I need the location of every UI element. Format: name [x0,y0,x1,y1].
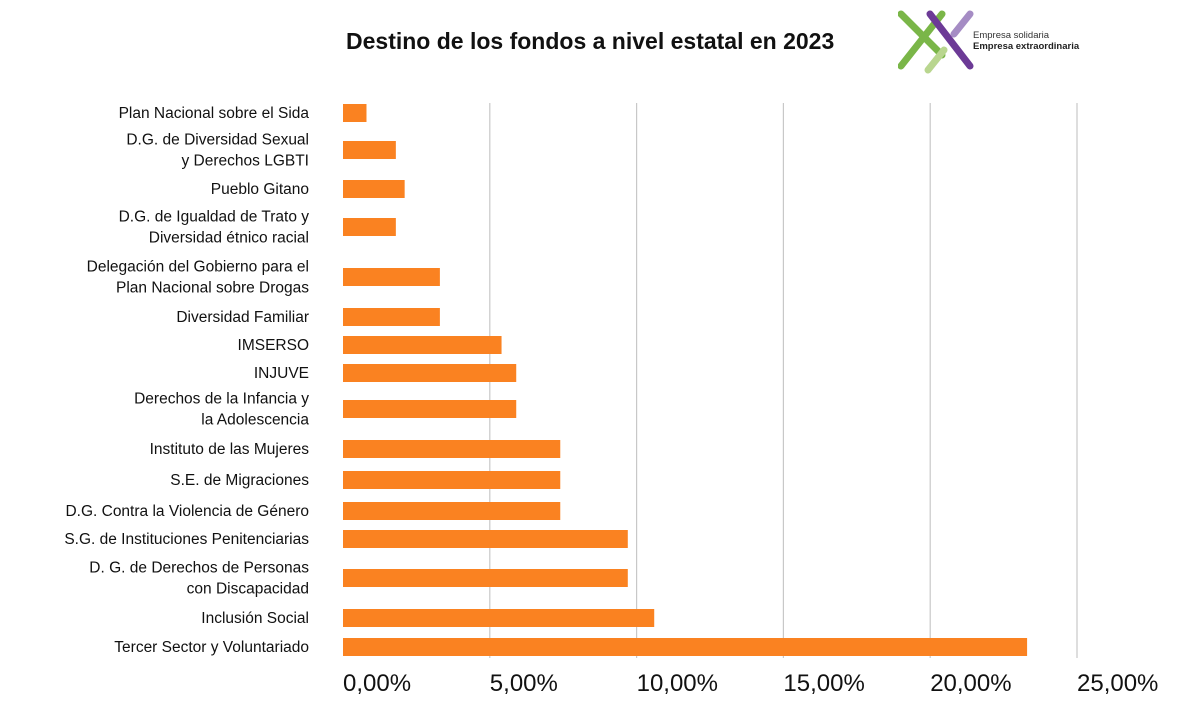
category-label: INJUVE [254,365,309,382]
category-label: S.G. de Instituciones Penitenciarias [64,531,309,548]
bar [343,104,367,122]
bar [343,502,561,520]
chart-title: Destino de los fondos a nivel estatal en… [346,28,835,54]
x-tick-label: 15,00% [783,670,864,697]
bar [343,336,502,354]
bar [343,609,655,627]
category-label: D. G. de Derechos de Personas con Discapa… [89,560,309,598]
logo-mark-purple-stroke [926,10,974,70]
x-tick-label: 25,00% [1077,670,1158,697]
logo-mark-light-green-stroke [924,46,948,74]
logo-tagline-2: Empresa extraordinaria [973,41,1080,52]
category-label: IMSERSO [238,337,309,354]
x-tick-label: 0,00% [343,670,411,697]
category-label: D.G. Contra la Violencia de Género [65,503,309,520]
x-tick-label: 20,00% [930,670,1011,697]
bar [343,638,1028,656]
category-label: S.E. de Migraciones [170,472,309,489]
bar [343,364,517,382]
category-label: Delegación del Gobierno para el Plan Naci… [87,259,310,297]
category-label: Inclusión Social [201,610,309,627]
category-label: Diversidad Familiar [176,309,309,326]
company-logo [898,10,974,74]
category-label: Instituto de las Mujeres [150,441,310,458]
bar [343,268,440,286]
bar [343,218,396,236]
bar [343,308,440,326]
category-label: Tercer Sector y Voluntariado [114,639,309,656]
bar [343,400,517,418]
category-label: Plan Nacional sobre el Sida [119,105,310,122]
logo-mark-light-purple-stroke [950,10,974,38]
category-label: Derechos de la Infancia y la Adolescencia [134,391,309,429]
category-label: D.G. de Diversidad Sexual y Derechos LGBT… [126,132,309,170]
x-tick-label: 5,00% [490,670,558,697]
bar [343,471,561,489]
bar [343,569,628,587]
bar [343,141,396,159]
x-tick-label: 10,00% [637,670,718,697]
logo-tagline-1: Empresa solidaria [973,30,1050,41]
bar [343,530,628,548]
bar [343,440,561,458]
category-label: D.G. de Igualdad de Trato y Diversidad ét… [119,209,310,247]
category-label: Pueblo Gitano [211,181,309,198]
bar [343,180,405,198]
